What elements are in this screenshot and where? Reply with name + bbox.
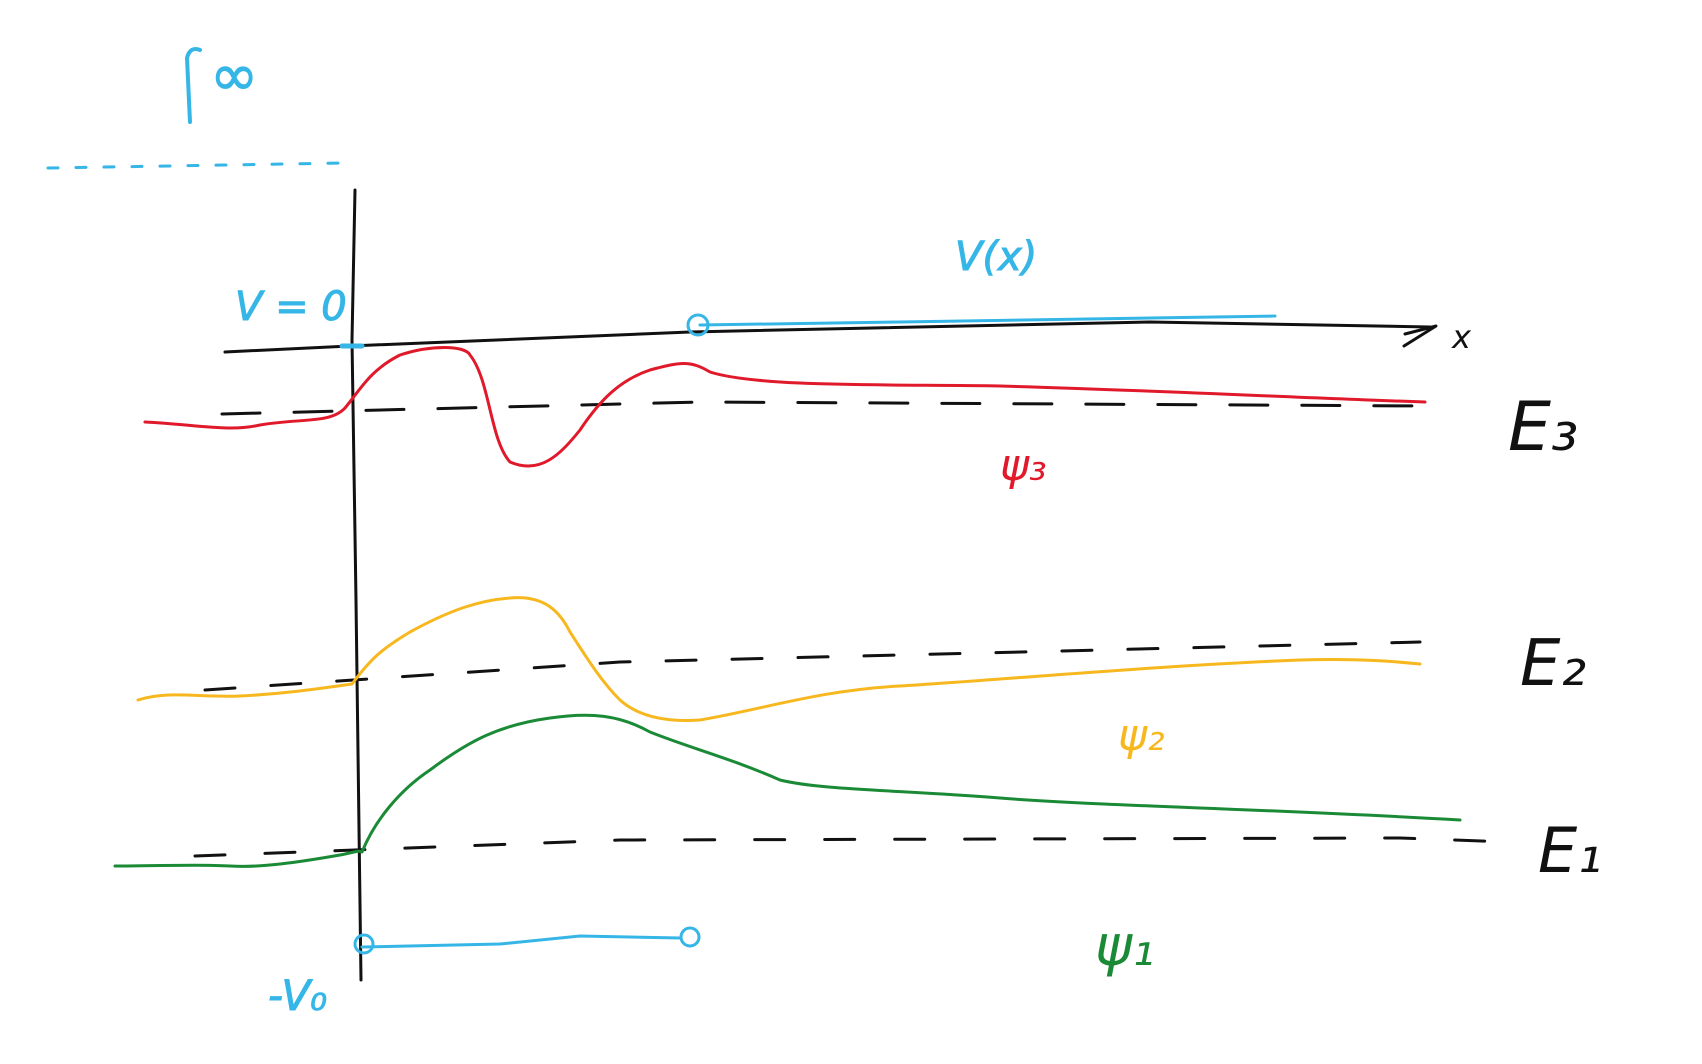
wavefunction-psi3 — [143, 346, 1427, 468]
infinite-wall-marker: ∞ — [46, 41, 347, 170]
potential-profile: V = 0 V(x) -V₀ — [235, 234, 1277, 1021]
minus-v0-label: -V₀ — [268, 971, 327, 1020]
infinite-wall-stroke — [185, 47, 202, 124]
infinity-label: ∞ — [210, 41, 258, 109]
x-axis — [223, 320, 1432, 354]
energy-label-e3: E₃ — [1508, 388, 1578, 467]
potential-outside-line — [698, 314, 1277, 327]
infinite-level-dashes — [46, 161, 347, 170]
potential-open-circle-bottom-right — [679, 926, 701, 948]
energy-level-e1-line — [193, 836, 1512, 858]
energy-label-e1: E₁ — [1538, 814, 1602, 887]
psi2-label: ψ₂ — [1118, 710, 1165, 761]
wavefunction-psi2 — [136, 596, 1422, 722]
x-axis-label: x — [1451, 318, 1472, 356]
energy-label-e2: E₂ — [1520, 627, 1586, 701]
wavefunction-psi1 — [113, 713, 1462, 868]
psi1-label: ψ₁ — [1095, 914, 1154, 979]
energy-level-e3-line — [220, 400, 1432, 416]
v-of-x-label: V(x) — [955, 234, 1037, 280]
potential-open-circle-right — [686, 313, 710, 337]
energy-level-e2-line — [203, 640, 1422, 692]
vertical-axis — [350, 188, 363, 982]
x-axis-arrowhead — [1402, 324, 1438, 348]
v-zero-label: V = 0 — [235, 284, 347, 330]
potential-well-bottom — [360, 934, 682, 949]
psi3-label: ψ₃ — [1000, 440, 1047, 491]
potential-open-circle-left — [353, 933, 375, 955]
